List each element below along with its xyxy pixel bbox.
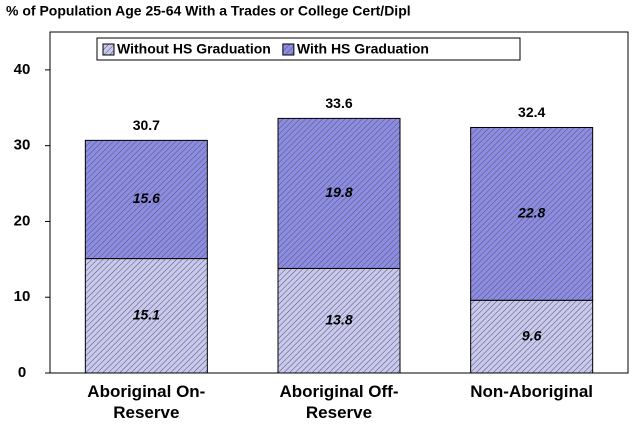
bar-segment (277, 267, 401, 374)
value-label: 9.6 (522, 327, 542, 343)
y-tick-label: 30 (14, 137, 31, 154)
legend-label: Without HS Graduation (117, 41, 271, 57)
legend-label: With HS Graduation (297, 41, 429, 57)
y-tick-label: 0 (18, 364, 26, 381)
y-tick-label: 20 (14, 212, 31, 229)
bar-segment (84, 139, 208, 260)
bar-segment (277, 117, 401, 269)
value-label: 15.6 (133, 190, 160, 206)
y-tick-label: 40 (14, 61, 31, 78)
x-tick-label: Non-Aboriginal (470, 382, 594, 401)
legend-swatch (282, 43, 295, 56)
legend (96, 37, 521, 61)
chart-title: % of Population Age 25-64 With a Trades … (6, 3, 411, 19)
value-label: 13.8 (325, 311, 352, 327)
value-label: 15.1 (133, 306, 160, 322)
total-label: 33.6 (325, 95, 352, 111)
bar-segment (470, 299, 594, 374)
y-tick-label: 10 (14, 288, 31, 305)
legend-swatch (102, 43, 115, 56)
bar-segment (470, 126, 594, 301)
x-tick-label: Aboriginal Off-Reserve (279, 382, 399, 422)
total-label: 32.4 (518, 104, 545, 120)
value-label: 22.8 (517, 205, 545, 221)
total-label: 30.7 (133, 117, 160, 133)
value-label: 19.8 (325, 184, 352, 200)
x-tick-label: Aboriginal On-Reserve (87, 382, 206, 422)
